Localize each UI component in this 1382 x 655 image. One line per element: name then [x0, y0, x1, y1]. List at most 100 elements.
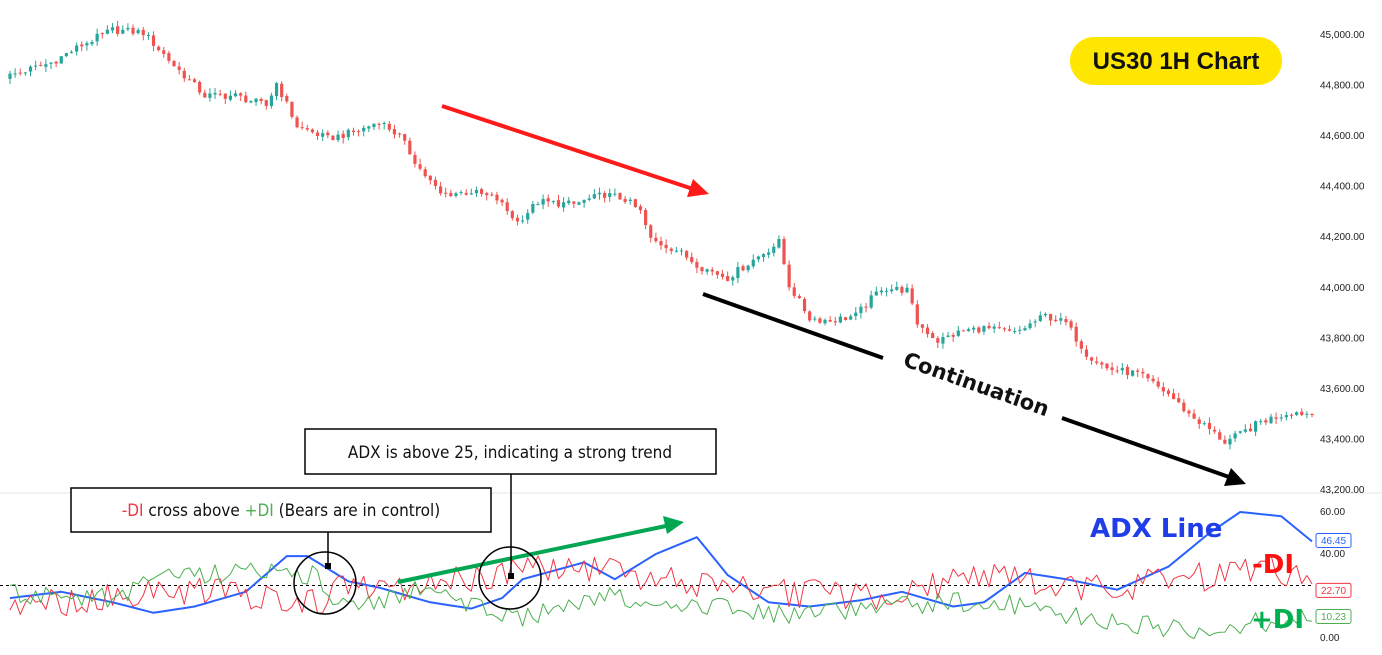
indicator-axis-label: 40.00 [1320, 549, 1345, 560]
candle-body [321, 133, 325, 137]
candle-body [797, 296, 802, 299]
candle-body [223, 93, 227, 99]
candle-body [269, 95, 274, 106]
minus-di-value-tag-text: 22.70 [1321, 586, 1346, 597]
candle-body [469, 193, 473, 195]
red-arrow-shaft [441, 104, 694, 191]
candle-body [1136, 370, 1140, 372]
price-axis-label: 43,600.00 [1320, 384, 1365, 395]
candle-body [300, 127, 304, 129]
candle-body [387, 123, 391, 130]
candle-body [859, 306, 863, 314]
candle-body [1161, 387, 1165, 392]
candle-body [1197, 419, 1201, 424]
candle-body [1110, 367, 1114, 371]
candle-body [249, 101, 253, 103]
candle-body [736, 267, 740, 279]
candle-body [75, 45, 79, 52]
candle-body [1018, 329, 1022, 331]
candle-body [1207, 422, 1212, 430]
continuation-arrow-head [1224, 468, 1246, 486]
candle-body [1295, 412, 1299, 415]
candle-body [59, 56, 63, 64]
red-trend-arrow [441, 104, 709, 197]
plus-di-value-tag-box [1315, 609, 1352, 625]
candle-body [136, 30, 140, 34]
candle-body [1248, 428, 1253, 432]
candle-body [351, 130, 356, 133]
candle-body [80, 44, 84, 47]
candle-body [613, 193, 617, 195]
candle-body [1182, 402, 1186, 412]
candle-body [777, 239, 781, 248]
candle-body [1228, 438, 1232, 445]
candle-body [198, 82, 202, 93]
candle-body [674, 250, 678, 252]
continuation-label: Continuation [900, 348, 1052, 422]
candle-body [705, 269, 709, 272]
candle-body [1243, 429, 1247, 432]
adx-note-leader-dot [508, 573, 514, 579]
candle-body [500, 199, 504, 203]
price-axis-label: 44,600.00 [1320, 131, 1365, 142]
candle-body [695, 262, 699, 268]
candle-body [1100, 362, 1104, 365]
candle-body [1238, 431, 1242, 433]
plus-di-value-tag: 10.23 [1315, 609, 1352, 625]
candle-body [336, 134, 340, 141]
candle-body [818, 318, 822, 323]
candle-body [679, 250, 684, 252]
price-axis-label: 44,000.00 [1320, 283, 1365, 294]
candle-body [715, 271, 719, 275]
candle-body [966, 329, 971, 332]
candle-body [362, 127, 366, 132]
candle-body [126, 27, 130, 30]
candle-body [413, 154, 417, 164]
candle-body [884, 290, 889, 292]
candle-body [1254, 421, 1258, 432]
candle-body [346, 129, 350, 138]
candle-body [474, 189, 479, 194]
candle-body [551, 200, 555, 202]
candle-body [977, 327, 981, 333]
candle-body [900, 287, 904, 293]
candle-body [756, 256, 760, 260]
candle-body [838, 316, 843, 323]
candle-body [264, 100, 268, 106]
candle-body [1279, 417, 1283, 419]
candle-body [700, 267, 704, 272]
candle-body [1074, 326, 1078, 342]
candle-body [843, 317, 848, 320]
candle-body [233, 93, 238, 97]
candle-body [1125, 366, 1130, 375]
candle-body [64, 53, 68, 57]
candle-body [659, 241, 663, 246]
candle-body [910, 288, 914, 304]
candle-body [644, 209, 648, 226]
candle-body [1141, 371, 1145, 374]
candle-body [746, 265, 750, 271]
candle-body [280, 83, 284, 97]
candle-body [1038, 315, 1042, 321]
candle-body [85, 43, 89, 46]
candle-body [18, 72, 22, 74]
candle-body [167, 53, 171, 61]
candle-body [1269, 416, 1273, 424]
candle-body [285, 96, 289, 102]
candle-body [874, 291, 878, 296]
candle-body [664, 244, 668, 249]
candle-body [997, 327, 1001, 329]
candle-body [1156, 381, 1160, 387]
candle-body [603, 192, 607, 198]
candle-body [454, 193, 458, 196]
candle-body [854, 312, 858, 317]
candle-body [556, 200, 561, 207]
candle-body [1202, 423, 1206, 425]
candle-body [23, 72, 27, 74]
candle-body [239, 93, 243, 96]
candle-body [920, 324, 925, 328]
candle-body [1079, 341, 1083, 349]
candle-body [767, 252, 771, 255]
candle-body [905, 287, 909, 293]
